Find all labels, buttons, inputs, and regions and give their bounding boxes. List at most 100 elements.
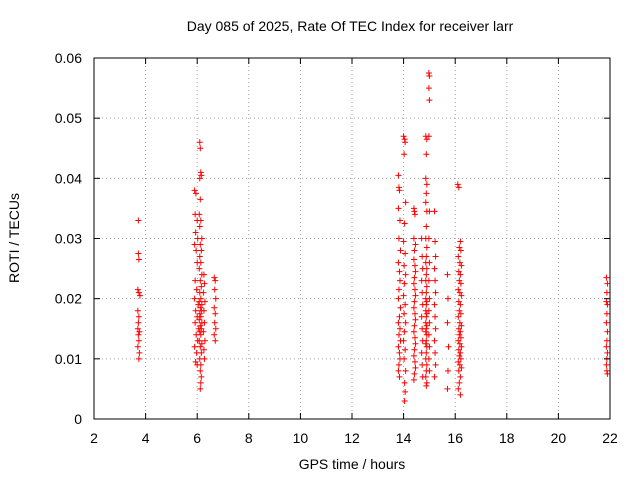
data-point [395, 367, 402, 374]
data-point [423, 337, 430, 344]
data-point [455, 184, 462, 191]
y-tick-label: 0.06 [55, 50, 82, 66]
data-point [402, 250, 409, 257]
axis-ticks: 2 4 6 8 10 12 14 16 18 20 22 0 0.01 0.02 0.03 0.04 0.05 0… [55, 50, 618, 446]
data-point [410, 352, 417, 359]
data-point [603, 298, 610, 305]
data-point [200, 289, 207, 296]
data-point [431, 373, 438, 380]
data-point [402, 139, 409, 146]
data-point [411, 370, 418, 377]
y-tick-label: 0.05 [55, 110, 82, 126]
data-point [198, 235, 205, 242]
data-point [425, 133, 432, 140]
data-point [603, 310, 610, 317]
x-tick-label: 14 [396, 430, 412, 446]
data-point [603, 361, 610, 368]
data-point [455, 286, 462, 293]
data-point [135, 256, 142, 263]
data-point [410, 205, 417, 212]
data-point [455, 367, 462, 374]
data-point [411, 208, 418, 215]
data-point [423, 361, 430, 368]
data-point [432, 253, 439, 260]
x-tick-label: 22 [602, 430, 618, 446]
data-point [423, 313, 430, 320]
data-point [191, 187, 198, 194]
data-point [191, 343, 198, 350]
data-point [411, 310, 418, 317]
data-point [197, 196, 204, 203]
data-point [423, 289, 430, 296]
data-point [193, 247, 200, 254]
data-point [134, 286, 141, 293]
data-point [211, 286, 218, 293]
data-point [425, 235, 432, 242]
data-point [426, 259, 433, 266]
data-point [457, 247, 464, 254]
data-point [422, 373, 429, 380]
data-point [197, 259, 204, 266]
data-point [422, 175, 429, 182]
data-point [410, 328, 417, 335]
data-point [423, 190, 430, 197]
data-point [134, 307, 141, 314]
data-point [395, 172, 402, 179]
data-point [445, 343, 452, 350]
x-tick-label: 8 [245, 430, 253, 446]
data-point [395, 286, 402, 293]
data-point [196, 316, 203, 323]
data-point [432, 289, 439, 296]
data-point [455, 346, 462, 353]
data-point [410, 304, 417, 311]
data-point [412, 241, 419, 248]
data-point [212, 337, 219, 344]
data-point [412, 316, 419, 323]
data-point [458, 322, 465, 329]
data-points [134, 70, 611, 404]
data-point [603, 319, 610, 326]
data-point [412, 340, 419, 347]
data-point [196, 265, 203, 272]
data-point [423, 379, 430, 386]
data-point [402, 388, 409, 395]
data-point [604, 349, 611, 356]
data-point [456, 379, 463, 386]
data-point [411, 211, 418, 218]
data-point [400, 292, 407, 299]
data-point [604, 301, 611, 308]
data-point [196, 298, 203, 305]
data-point [198, 373, 205, 380]
data-point [457, 334, 464, 341]
data-point [425, 355, 432, 362]
data-point [198, 340, 205, 347]
data-point [197, 217, 204, 224]
x-tick-label: 20 [551, 430, 567, 446]
data-point [432, 277, 439, 284]
data-point [431, 301, 438, 308]
data-point [458, 292, 465, 299]
data-point [431, 337, 438, 344]
data-point [198, 349, 205, 356]
data-point [431, 265, 438, 272]
x-axis-label: GPS time / hours [298, 456, 406, 472]
data-point [395, 184, 402, 191]
data-point [136, 292, 143, 299]
data-point [455, 268, 462, 275]
data-point [395, 205, 402, 212]
data-point [192, 229, 199, 236]
data-point [457, 301, 464, 308]
data-point [198, 325, 205, 332]
data-point [397, 304, 404, 311]
data-point [401, 220, 408, 227]
data-point [426, 208, 433, 215]
data-point [455, 313, 462, 320]
data-point [212, 325, 219, 332]
data-point [455, 385, 462, 392]
data-point [422, 328, 429, 335]
data-point [134, 325, 141, 332]
data-point [603, 337, 610, 344]
data-point [192, 307, 199, 314]
data-point [454, 181, 461, 188]
